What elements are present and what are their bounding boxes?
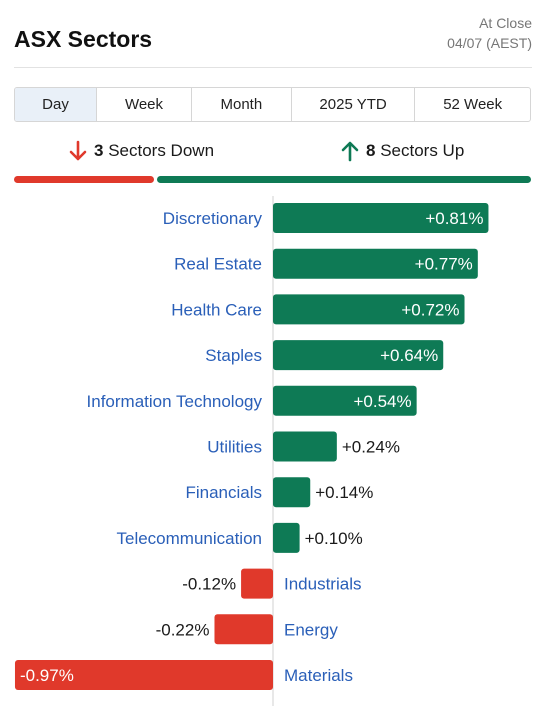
sectors-up-proportion-bar	[157, 176, 531, 183]
arrow-down-icon	[69, 140, 87, 161]
value-label: +0.54%	[353, 392, 411, 411]
as-of-line-1: At Close	[479, 15, 532, 31]
header-divider	[14, 67, 532, 68]
category-label[interactable]: Industrials	[284, 575, 361, 594]
value-label: +0.72%	[401, 300, 459, 319]
bar-financials	[273, 477, 311, 508]
bar-energy	[214, 614, 273, 645]
sectors-down-label: Sectors Down	[108, 141, 215, 160]
sectors-up-label: Sectors Up	[380, 141, 465, 160]
value-label: +0.81%	[425, 209, 483, 228]
category-label[interactable]: Staples	[205, 346, 262, 365]
value-label: +0.77%	[415, 255, 473, 274]
as-of-timestamp: At Close 04/07 (AEST)	[447, 13, 532, 53]
category-label[interactable]: Financials	[185, 483, 262, 502]
value-label: -0.22%	[156, 620, 210, 639]
category-label[interactable]: Energy	[284, 620, 338, 639]
value-label: +0.10%	[305, 529, 363, 548]
value-label: -0.12%	[182, 575, 236, 594]
sectors-up-summary: 8 Sectors Up	[340, 140, 464, 162]
value-label: +0.64%	[380, 346, 438, 365]
bar-real-estate	[273, 248, 478, 279]
category-label[interactable]: Information Technology	[87, 392, 263, 411]
tab-2025-ytd[interactable]: 2025 YTD	[290, 88, 415, 121]
sector-bar-chart: Discretionary +0.81% Real Estate +0.77% Heal…	[14, 196, 489, 706]
value-label: +0.24%	[342, 438, 400, 457]
sectors-down-summary: 3 Sectors Down	[68, 140, 214, 162]
tab-day[interactable]: Day	[15, 88, 97, 121]
tab-month[interactable]: Month	[190, 88, 291, 121]
page-title: ASX Sectors	[14, 26, 153, 52]
arrow-up-icon	[341, 141, 359, 162]
category-label[interactable]: Materials	[284, 666, 353, 685]
value-label: -0.97%	[20, 666, 74, 685]
bar-materials	[14, 660, 273, 690]
bar-information-technology	[273, 385, 417, 416]
bar-telecommunication	[273, 522, 300, 553]
bar-utilities	[273, 431, 337, 462]
bar-discretionary	[273, 203, 489, 233]
category-label[interactable]: Utilities	[207, 438, 262, 457]
sectors-down-count: 3	[94, 141, 104, 160]
bar-health-care	[273, 294, 465, 325]
period-tabs: Day Week Month 2025 YTD 52 Week	[14, 87, 531, 122]
category-label[interactable]: Health Care	[171, 300, 262, 319]
value-label: +0.14%	[315, 483, 373, 502]
sectors-down-proportion-bar	[14, 176, 155, 183]
sectors-up-count: 8	[366, 141, 376, 160]
bar-staples	[273, 340, 444, 371]
bar-industrials	[241, 568, 273, 599]
category-label[interactable]: Real Estate	[174, 255, 262, 274]
as-of-line-2: 04/07 (AEST)	[447, 35, 532, 51]
category-label[interactable]: Discretionary	[163, 209, 263, 228]
category-label[interactable]: Telecommunication	[116, 529, 262, 548]
tab-week[interactable]: Week	[96, 88, 191, 121]
tab-52-week[interactable]: 52 Week	[414, 88, 530, 121]
